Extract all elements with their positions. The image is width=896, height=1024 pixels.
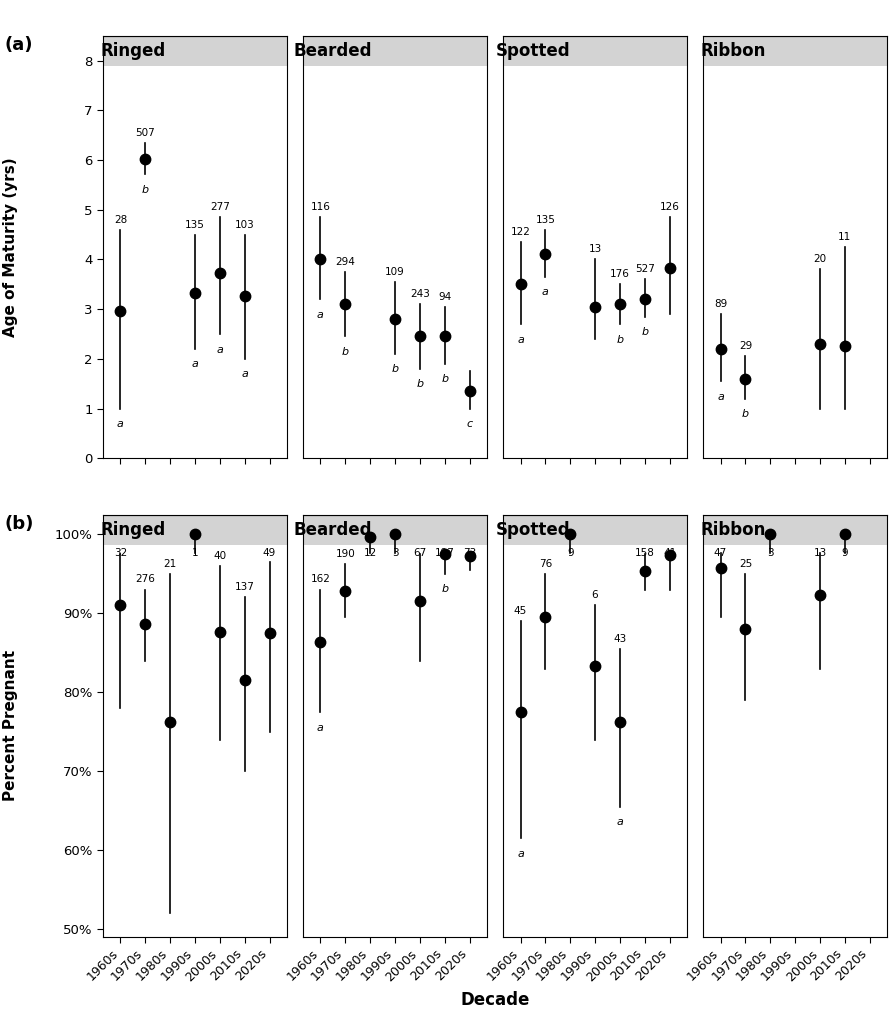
Text: 94: 94 <box>438 292 452 302</box>
Text: b: b <box>441 375 448 384</box>
Text: 3: 3 <box>767 548 773 558</box>
Bar <box>303 36 487 67</box>
Text: 21: 21 <box>163 559 177 568</box>
Text: Decade: Decade <box>461 990 530 1009</box>
Text: 13: 13 <box>589 245 602 254</box>
Text: a: a <box>517 849 524 859</box>
Text: a: a <box>217 344 223 354</box>
Text: 28: 28 <box>114 215 127 224</box>
Text: 13: 13 <box>814 548 827 558</box>
Text: a: a <box>517 335 524 345</box>
Text: b: b <box>616 335 624 345</box>
Text: b: b <box>441 585 448 594</box>
Text: 45: 45 <box>514 606 527 616</box>
Bar <box>703 36 887 67</box>
Text: Spotted: Spotted <box>495 521 570 539</box>
Text: 43: 43 <box>613 634 626 644</box>
Text: 507: 507 <box>135 128 155 137</box>
Text: b: b <box>742 410 749 419</box>
Text: a: a <box>616 817 624 827</box>
Text: 190: 190 <box>335 549 355 559</box>
Bar <box>303 515 487 545</box>
Text: 9: 9 <box>841 548 849 558</box>
Text: 40: 40 <box>213 551 227 561</box>
Text: Ribbon: Ribbon <box>701 521 766 539</box>
Text: 32: 32 <box>114 548 127 558</box>
Text: 122: 122 <box>511 227 530 237</box>
Text: c: c <box>467 419 473 429</box>
Text: 135: 135 <box>185 219 205 229</box>
Text: 11: 11 <box>838 232 851 242</box>
Text: a: a <box>542 288 548 297</box>
Text: a: a <box>717 392 724 401</box>
Text: 243: 243 <box>410 289 430 299</box>
Text: b: b <box>417 379 424 389</box>
Text: (a): (a) <box>4 36 33 54</box>
Text: 49: 49 <box>263 548 276 558</box>
Text: 20: 20 <box>814 254 826 264</box>
Text: Percent Pregnant: Percent Pregnant <box>4 650 18 802</box>
Text: 162: 162 <box>311 574 331 585</box>
Text: b: b <box>142 184 149 195</box>
Text: 3: 3 <box>392 548 399 558</box>
Text: a: a <box>241 370 248 380</box>
Text: b: b <box>341 347 349 357</box>
Text: a: a <box>317 310 324 319</box>
Text: 135: 135 <box>536 215 556 224</box>
Text: Ringed: Ringed <box>100 42 166 60</box>
Text: 158: 158 <box>635 548 655 558</box>
Text: b: b <box>392 365 399 375</box>
Text: 294: 294 <box>335 257 355 267</box>
Text: 89: 89 <box>714 299 728 309</box>
Text: 197: 197 <box>435 548 454 558</box>
Text: 527: 527 <box>635 264 655 274</box>
Text: 29: 29 <box>739 341 752 351</box>
Bar <box>504 36 687 67</box>
Text: Ringed: Ringed <box>100 521 166 539</box>
Text: 9: 9 <box>567 548 573 558</box>
Text: b: b <box>642 328 649 337</box>
Text: a: a <box>117 419 124 429</box>
Text: 1: 1 <box>192 548 198 558</box>
Text: 76: 76 <box>538 559 552 568</box>
Text: Bearded: Bearded <box>294 42 372 60</box>
Text: (b): (b) <box>4 514 34 532</box>
Text: 277: 277 <box>210 202 229 212</box>
Text: Bearded: Bearded <box>294 521 372 539</box>
Text: 116: 116 <box>311 202 331 212</box>
Text: a: a <box>317 723 324 732</box>
Text: 73: 73 <box>463 548 476 558</box>
Text: 25: 25 <box>739 559 752 568</box>
Text: a: a <box>192 359 198 370</box>
Bar <box>703 515 887 545</box>
Text: 126: 126 <box>659 202 679 212</box>
Text: Spotted: Spotted <box>495 42 570 60</box>
Text: 67: 67 <box>413 548 426 558</box>
Text: Age of Maturity (yrs): Age of Maturity (yrs) <box>4 158 18 337</box>
Text: 276: 276 <box>135 574 155 585</box>
Text: Ribbon: Ribbon <box>701 42 766 60</box>
Text: 109: 109 <box>385 267 405 276</box>
Text: 6: 6 <box>591 590 599 600</box>
Text: 41: 41 <box>663 548 676 558</box>
Text: 103: 103 <box>235 219 254 229</box>
Bar <box>504 515 687 545</box>
Text: 137: 137 <box>235 583 254 593</box>
Bar <box>103 36 287 67</box>
Bar <box>103 515 287 545</box>
Text: 176: 176 <box>610 269 630 280</box>
Text: 47: 47 <box>714 548 728 558</box>
Text: 12: 12 <box>364 548 377 558</box>
